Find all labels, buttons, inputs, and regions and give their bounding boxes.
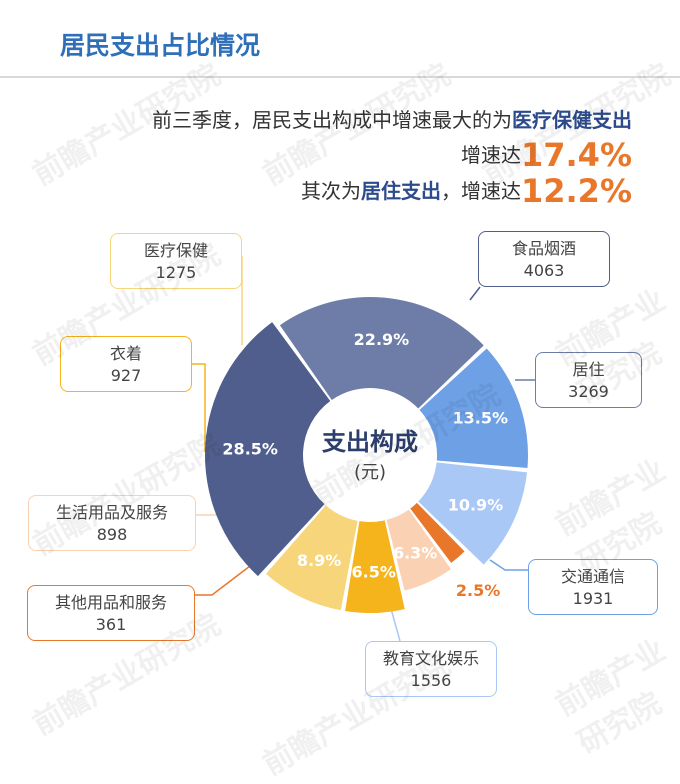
summary-line-2-prefix: 增速达	[460, 143, 521, 167]
callout-name-food: 食品烟酒	[511, 239, 576, 258]
donut-chart: 28.5% 22.9% 13.5% 10.9% 2.5% 6.3%6.5% 8.9% 支出构…	[192, 256, 535, 642]
percent-label-education: 10.9%	[448, 495, 504, 514]
callout-name-education: 教育文化娱乐	[382, 649, 479, 668]
summary-line-1-prefix: 前三季度，居民支出构成中增速最大的为	[152, 108, 512, 132]
callout-housing: 居住 3269	[535, 352, 642, 408]
connector-clothing	[192, 363, 206, 452]
callout-value-medical: 1275	[155, 263, 197, 282]
callout-name-clothing: 衣着	[109, 344, 142, 363]
summary-line-3: 其次为居住支出，增速达12.2%	[301, 172, 632, 210]
connector-transport	[489, 559, 528, 571]
summary-line-3-prefix: 其次为	[300, 179, 361, 203]
summary-highlight-housing: 居住支出	[360, 179, 441, 203]
summary-growth-medical: 17.4%	[520, 136, 632, 174]
callout-transport: 交通通信 1931	[528, 559, 658, 615]
callout-medical: 医疗保健 1275	[110, 233, 242, 289]
callout-food: 食品烟酒 4063	[478, 231, 610, 287]
summary-line-2: 增速达17.4%	[461, 136, 632, 174]
callout-name-housing: 居住	[572, 360, 605, 379]
callout-other: 其他用品和服务 361	[27, 585, 195, 641]
page-title: 居民支出占比情况	[60, 31, 261, 60]
summary-line-3-mid: ，增速达	[440, 179, 521, 203]
callout-name-other: 其他用品和服务	[54, 593, 167, 612]
callout-value-transport: 1931	[572, 589, 614, 608]
connector-food	[469, 286, 481, 301]
callout-household: 生活用品及服务 898	[28, 495, 196, 551]
slice-household	[386, 509, 452, 591]
slice-education	[418, 462, 528, 565]
percent-label-household: 6.3%	[393, 544, 437, 563]
callout-education: 教育文化娱乐 1556	[365, 641, 497, 697]
center-unit: (元)	[354, 462, 386, 483]
percent-label-housing: 22.9%	[354, 330, 410, 349]
callout-value-food: 4063	[523, 261, 565, 280]
callout-value-education: 1556	[410, 671, 452, 690]
callout-name-transport: 交通通信	[560, 567, 625, 586]
percent-labels: 28.5% 22.9% 13.5% 10.9% 2.5% 6.3%6.5% 8.9%	[222, 330, 508, 600]
callout-value-other: 361	[95, 615, 127, 634]
summary-growth-housing: 12.2%	[520, 172, 632, 210]
summary-highlight-medical: 医疗保健支出	[512, 108, 632, 132]
callout-connectors	[192, 256, 535, 642]
slice-clothing	[345, 520, 405, 614]
callout-value-housing: 3269	[568, 382, 609, 401]
callout-value-clothing: 927	[110, 366, 142, 385]
percent-label-transport: 13.5%	[453, 408, 509, 427]
summary-line-1: 前三季度，居民支出构成中增速最大的为医疗保健支出	[152, 104, 632, 133]
percent-label-medical: 8.9%	[297, 551, 341, 570]
header-divider	[0, 76, 680, 78]
slice-housing	[279, 296, 484, 409]
callout-value-household: 898	[96, 525, 128, 544]
callout-clothing: 衣着 927	[60, 336, 192, 392]
donut-slices	[204, 296, 528, 614]
slice-medical	[265, 505, 358, 611]
slice-other	[410, 502, 465, 563]
callout-name-household: 生活用品及服务	[55, 503, 168, 522]
center-title: 支出构成	[322, 428, 418, 456]
callout-name-medical: 医疗保健	[143, 241, 208, 260]
percent-label-other: 2.5%	[456, 581, 500, 600]
percent-label-food: 28.5%	[222, 439, 278, 458]
slice-food	[204, 322, 331, 577]
percent-label-clothing: 6.5%	[352, 562, 396, 581]
connector-other	[195, 565, 251, 596]
slice-transport	[419, 348, 528, 469]
